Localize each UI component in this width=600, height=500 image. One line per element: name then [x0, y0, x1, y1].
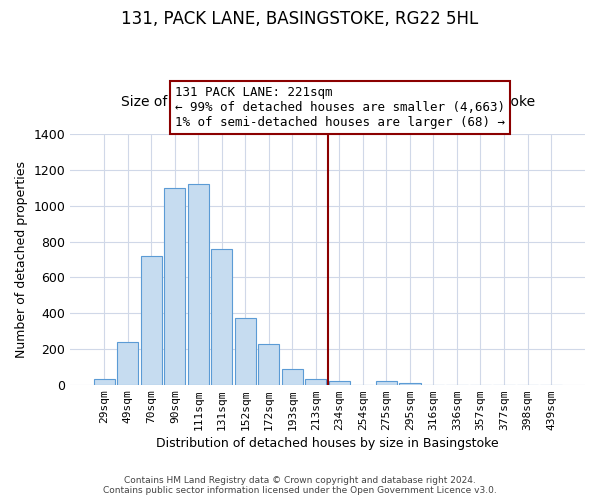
Bar: [188, 184, 209, 384]
Text: 131 PACK LANE: 221sqm
← 99% of detached houses are smaller (4,663)
1% of semi-de: 131 PACK LANE: 221sqm ← 99% of detached …: [175, 86, 505, 129]
Bar: [164, 188, 185, 384]
Bar: [305, 380, 326, 384]
Bar: [235, 318, 256, 384]
Bar: [211, 248, 232, 384]
Bar: [400, 383, 421, 384]
Text: Contains HM Land Registry data © Crown copyright and database right 2024.
Contai: Contains HM Land Registry data © Crown c…: [103, 476, 497, 495]
Text: 131, PACK LANE, BASINGSTOKE, RG22 5HL: 131, PACK LANE, BASINGSTOKE, RG22 5HL: [121, 10, 479, 28]
Bar: [329, 381, 350, 384]
Y-axis label: Number of detached properties: Number of detached properties: [15, 161, 28, 358]
X-axis label: Distribution of detached houses by size in Basingstoke: Distribution of detached houses by size …: [157, 437, 499, 450]
Bar: [94, 380, 115, 384]
Bar: [141, 256, 162, 384]
Bar: [258, 344, 280, 384]
Bar: [117, 342, 139, 384]
Bar: [282, 368, 303, 384]
Title: Size of property relative to detached houses in Basingstoke: Size of property relative to detached ho…: [121, 96, 535, 110]
Bar: [376, 381, 397, 384]
